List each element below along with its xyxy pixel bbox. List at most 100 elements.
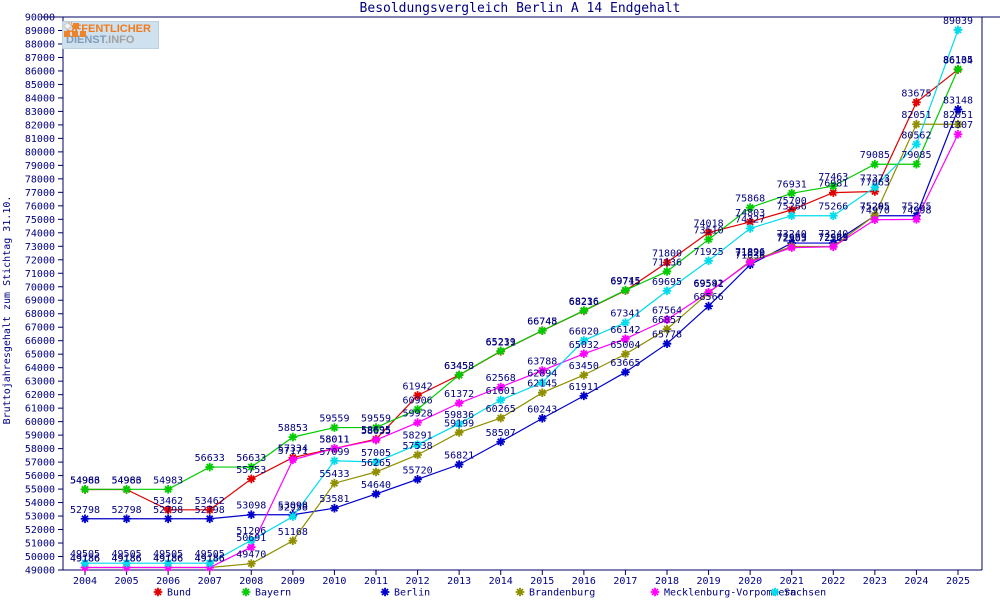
data-point-marker	[163, 514, 173, 524]
point-value-label: 55753	[236, 465, 266, 476]
legend-marker-icon	[770, 587, 780, 597]
legend-item-berlin: Berlin	[380, 588, 430, 599]
point-value-label: 75700	[777, 196, 807, 207]
point-value-label: 75295	[860, 201, 890, 212]
legend-marker-icon	[241, 587, 251, 597]
legend-label: Mecklenburg-Vorpommern	[664, 588, 796, 599]
data-point-marker	[496, 413, 506, 423]
point-value-label: 51206	[236, 526, 266, 537]
series-line	[85, 133, 959, 569]
data-point-marker	[330, 423, 339, 432]
data-point-marker	[205, 462, 215, 472]
data-point-marker	[621, 318, 630, 327]
point-value-label: 57538	[403, 441, 433, 452]
data-point-marker	[371, 489, 381, 499]
point-value-label: 57099	[319, 447, 349, 458]
point-value-label: 58011	[319, 434, 349, 445]
y-tick-label: 89000	[25, 26, 55, 37]
data-point-marker	[537, 414, 547, 423]
point-value-label: 68566	[694, 292, 724, 303]
point-value-label: 65032	[569, 340, 599, 351]
data-point-marker	[163, 558, 173, 568]
y-tick-label: 70000	[25, 282, 55, 293]
y-tick-label: 49000	[25, 566, 55, 577]
series-sachsen	[80, 25, 963, 568]
x-tick-label: 2012	[406, 576, 430, 587]
point-value-label: 69695	[652, 277, 682, 288]
data-point-marker	[122, 563, 131, 572]
x-tick-label: 2017	[613, 576, 637, 587]
data-point-marker	[953, 119, 963, 129]
point-value-label: 79085	[860, 150, 890, 161]
series-line	[85, 29, 959, 564]
point-value-label: 62568	[486, 373, 516, 384]
data-point-marker	[246, 535, 256, 545]
point-value-label: 82051	[901, 110, 931, 121]
y-tick-label: 67000	[25, 323, 55, 334]
point-value-label: 61372	[444, 389, 474, 400]
point-value-label: 63665	[610, 358, 640, 369]
data-point-marker	[205, 505, 215, 515]
point-value-label: 76981	[818, 179, 848, 190]
point-value-label: 75266	[777, 202, 807, 213]
point-value-label: 66857	[652, 315, 682, 326]
point-value-label: 58011	[319, 434, 349, 445]
y-tick-label: 51000	[25, 539, 55, 550]
x-tick-label: 2021	[780, 576, 804, 587]
data-point-marker	[662, 339, 672, 349]
data-point-marker	[454, 428, 464, 437]
chart-title: Besoldungsvergleich Berlin A 14 Endgehal…	[359, 1, 681, 16]
y-tick-label: 59000	[25, 431, 55, 442]
x-tick-label: 2019	[697, 576, 721, 587]
y-tick-label: 52000	[25, 525, 55, 536]
data-point-marker	[330, 456, 339, 466]
y-tick-label: 82000	[25, 120, 55, 131]
point-value-label: 69592	[694, 278, 724, 289]
legend: Bund Bayern Berlin Brandenburg Mecklenburg-V…	[153, 587, 826, 599]
oeffentlicher-dienst-info-logo[interactable]: ÖFFENTLICHER DIENST.INFO	[62, 21, 159, 49]
y-tick-label: 76000	[25, 201, 55, 212]
point-value-label: 49186	[112, 553, 142, 564]
data-point-marker	[288, 512, 298, 521]
data-point-marker	[579, 306, 589, 315]
point-value-label: 69715	[610, 277, 640, 288]
data-point-marker	[413, 450, 422, 460]
data-point-marker	[537, 366, 547, 375]
point-value-label: 53581	[319, 494, 349, 505]
y-tick-label: 69000	[25, 296, 55, 307]
data-point-marker	[828, 188, 838, 197]
legend-item-bund: Bund	[153, 588, 191, 599]
point-value-label: 59199	[444, 418, 474, 429]
data-point-marker	[870, 215, 880, 225]
legend-item-mecklenburg-vorpommern: Mecklenburg-Vorpommern	[650, 588, 796, 599]
point-value-label: 58507	[486, 428, 516, 439]
point-value-label: 74327	[735, 214, 765, 225]
x-tick-label: 2016	[572, 576, 596, 587]
data-point-marker	[828, 181, 838, 191]
data-point-marker	[496, 346, 506, 356]
point-value-label: 65004	[610, 340, 640, 351]
x-axis: 2004 2005 2006 2007 2008 2009 2010 2011 2012 2013…	[73, 570, 970, 587]
data-point-marker	[579, 336, 589, 345]
data-point-marker	[745, 203, 755, 212]
data-point-marker	[537, 388, 547, 398]
x-tick-label: 2008	[239, 576, 263, 587]
point-value-label: 71636	[735, 251, 765, 262]
y-tick-label: 63000	[25, 377, 55, 388]
series-line	[85, 68, 959, 490]
point-value-label: 49505	[70, 549, 100, 560]
x-tick-label: 2013	[447, 576, 471, 587]
point-value-label: 52798	[195, 505, 225, 516]
point-value-label: 51168	[278, 527, 308, 538]
point-value-label: 52958	[278, 503, 308, 514]
data-point-marker	[496, 437, 506, 447]
point-value-label: 49186	[195, 553, 225, 564]
point-value-label: 53098	[278, 501, 308, 512]
point-value-label: 76931	[777, 179, 807, 190]
data-point-marker	[122, 485, 131, 494]
data-point-marker	[246, 510, 256, 520]
data-point-marker	[80, 485, 90, 494]
y-tick-label: 81000	[25, 134, 55, 145]
point-value-label: 60265	[486, 404, 516, 415]
